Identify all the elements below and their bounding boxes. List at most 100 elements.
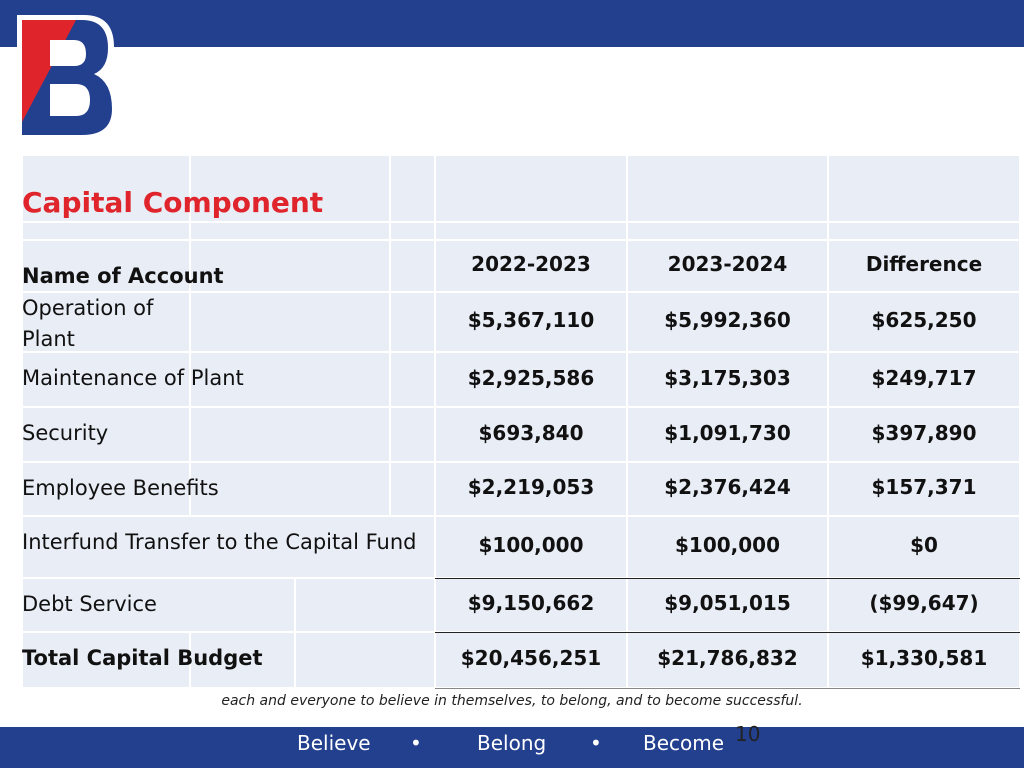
cell xyxy=(627,155,828,222)
column-header: 2023-2024 xyxy=(667,252,788,276)
cell xyxy=(390,462,435,516)
cell xyxy=(390,155,435,222)
account-name: Interfund Transfer to the Capital Fund xyxy=(22,530,417,554)
amount: $625,250 xyxy=(871,308,977,332)
cell xyxy=(22,516,435,578)
amount: $2,925,586 xyxy=(467,365,595,390)
account-name: Debt Service xyxy=(22,592,157,616)
cell xyxy=(627,292,828,352)
cell xyxy=(295,632,435,688)
amount: $693,840 xyxy=(478,420,584,445)
cell xyxy=(828,292,1020,352)
footer-bar xyxy=(0,727,1024,768)
amount: $9,051,015 xyxy=(664,591,791,615)
amount: $5,367,110 xyxy=(467,308,595,332)
cell xyxy=(22,155,190,222)
cell xyxy=(627,516,828,578)
cell xyxy=(22,292,190,352)
footer-item: Believe xyxy=(297,731,371,755)
amount: $1,091,730 xyxy=(664,420,791,445)
amount: $397,890 xyxy=(871,420,977,445)
cell xyxy=(295,578,435,632)
cell xyxy=(190,292,390,352)
account-name: Operation of Plant xyxy=(22,296,154,351)
rule xyxy=(435,578,1020,579)
amount: $21,786,832 xyxy=(657,646,798,670)
account-name: Security xyxy=(22,421,109,445)
cell xyxy=(828,240,1020,292)
table-title: Capital Component xyxy=(22,186,324,219)
caption: each and everyone to believe in themselv… xyxy=(221,693,803,709)
amount: $20,456,251 xyxy=(460,646,602,670)
amount: $2,376,424 xyxy=(664,475,791,499)
cell xyxy=(435,516,627,578)
amount: $249,717 xyxy=(871,365,977,390)
cell xyxy=(435,222,627,240)
cell xyxy=(190,240,390,292)
amount: $1,330,581 xyxy=(860,646,988,670)
cell xyxy=(627,352,828,407)
cell xyxy=(190,352,390,407)
cell xyxy=(390,352,435,407)
amount: $5,992,360 xyxy=(664,308,791,332)
cell xyxy=(627,407,828,462)
cell xyxy=(22,240,190,292)
amount: $0 xyxy=(910,533,938,557)
cell xyxy=(390,292,435,352)
cell xyxy=(435,352,627,407)
logo xyxy=(17,15,118,140)
account-name: Employee Benefits xyxy=(22,476,219,500)
footer-item: • xyxy=(410,731,422,755)
cell xyxy=(190,222,390,240)
cell xyxy=(627,222,828,240)
account-name: Maintenance of Plant xyxy=(22,366,244,390)
cell xyxy=(828,407,1020,462)
cell xyxy=(828,516,1020,578)
cell xyxy=(22,222,190,240)
amount: $100,000 xyxy=(674,533,780,557)
amount: $3,175,303 xyxy=(664,365,791,390)
column-header: Difference xyxy=(865,252,983,276)
cell xyxy=(627,462,828,516)
cell xyxy=(435,155,627,222)
cell xyxy=(435,407,627,462)
column-header: Name of Account xyxy=(22,264,224,288)
cell xyxy=(627,632,828,688)
cell xyxy=(435,632,627,688)
top-bar xyxy=(0,0,1024,47)
cell xyxy=(22,352,190,407)
rule xyxy=(435,632,1020,633)
cell xyxy=(828,155,1020,222)
cell xyxy=(828,462,1020,516)
footer-item: Belong xyxy=(477,731,547,755)
cell xyxy=(390,222,435,240)
footer-item: • xyxy=(590,731,602,755)
cell xyxy=(22,462,190,516)
cell xyxy=(435,292,627,352)
footer-item: Become xyxy=(643,731,725,755)
rule xyxy=(435,688,1020,689)
cell xyxy=(828,352,1020,407)
cell xyxy=(22,578,295,632)
cell xyxy=(390,407,435,462)
cell xyxy=(190,632,295,688)
column-header: 2022-2023 xyxy=(471,252,591,276)
cell xyxy=(435,462,627,516)
account-name: Total Capital Budget xyxy=(22,646,263,670)
cell xyxy=(828,222,1020,240)
amount: $157,371 xyxy=(871,475,977,499)
amount: $9,150,662 xyxy=(467,591,595,615)
amount: $2,219,053 xyxy=(467,475,595,499)
cell xyxy=(627,240,828,292)
page-number: 10 xyxy=(735,722,761,746)
cell xyxy=(828,632,1020,688)
cell xyxy=(435,240,627,292)
cell xyxy=(22,632,190,688)
cell xyxy=(190,462,390,516)
cell xyxy=(190,155,390,222)
cell xyxy=(435,578,627,632)
cell xyxy=(627,578,828,632)
cell xyxy=(22,407,190,462)
cell xyxy=(190,407,390,462)
